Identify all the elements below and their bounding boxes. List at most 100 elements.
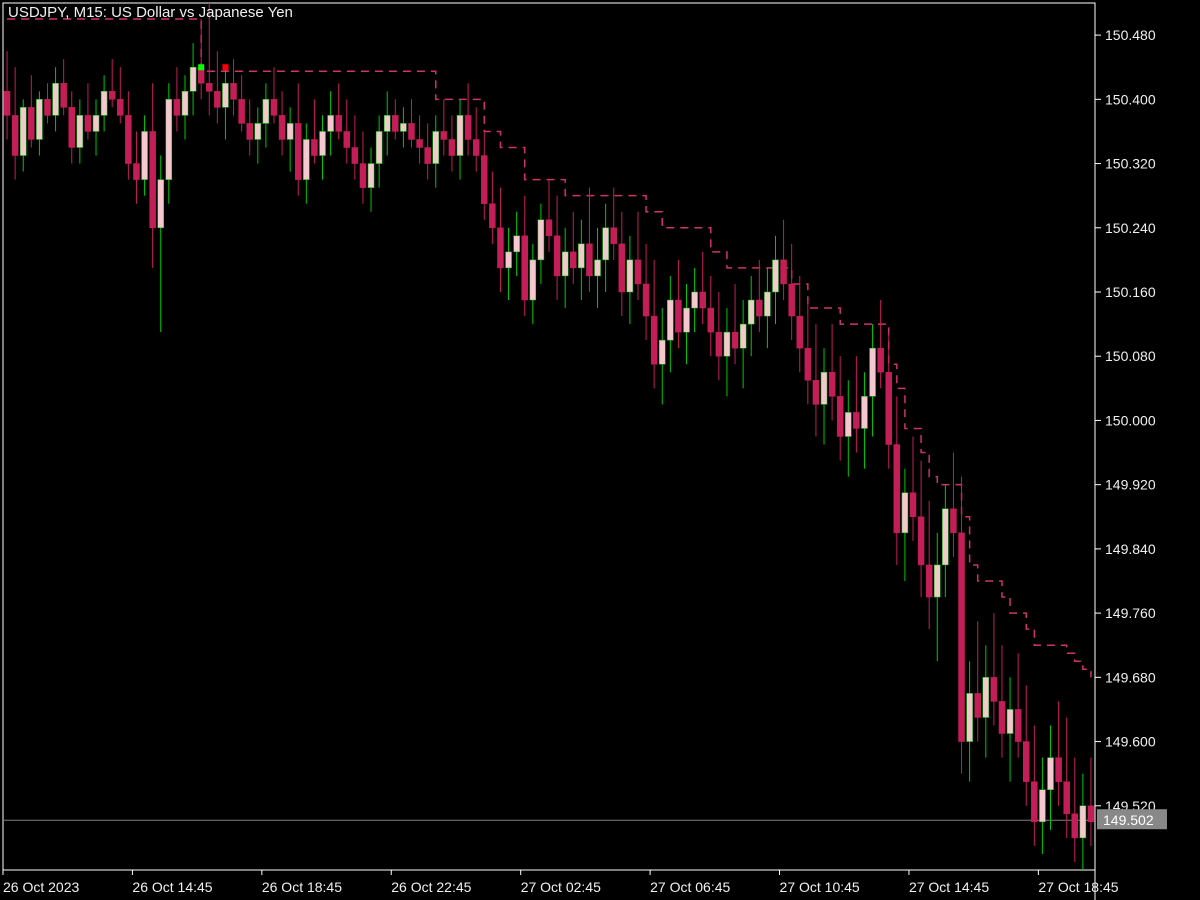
candle-body [1007,709,1013,733]
candle-body [813,380,819,404]
candle-body [344,131,350,147]
candle-body [93,115,99,131]
candle-body [861,396,867,428]
candle-body [1064,782,1070,814]
candle-body [303,139,309,179]
candle-body [1031,782,1037,822]
candle-body [214,91,220,107]
candle-body [166,99,172,179]
x-axis-label: 26 Oct 22:45 [391,879,471,895]
candle-body [562,252,568,276]
x-axis-label: 26 Oct 14:45 [132,879,212,895]
candle-body [708,308,714,332]
candle-body [651,316,657,364]
signal-marker [222,64,228,70]
candle-body [109,91,115,99]
candle-body [554,236,560,276]
candle-body [287,123,293,139]
candle-body [311,139,317,155]
y-axis-label: 150.400 [1105,91,1156,107]
candle-body [942,509,948,565]
candle-body [279,115,285,139]
candle-body [578,244,584,268]
y-axis-label: 149.920 [1105,477,1156,493]
candle-body [845,412,851,436]
candle-body [489,204,495,228]
candle-body [85,115,91,131]
candle-body [206,83,212,91]
candle-body [28,107,34,139]
candle-body [619,244,625,292]
candle-body [384,115,390,131]
candle-body [336,115,342,131]
candle-body [12,115,18,155]
candle-body [53,83,59,115]
candle-body [514,236,520,252]
candle-body [837,396,843,436]
candle-body [36,99,42,139]
candle-body [465,115,471,139]
candle-body [239,99,245,123]
candle-body [433,131,439,163]
candle-body [4,91,10,115]
candle-body [603,228,609,260]
candle-body [247,123,253,139]
candle-body [425,148,431,164]
y-axis-label: 149.680 [1105,669,1156,685]
candle-body [473,139,479,155]
candle-body [255,123,261,139]
x-axis-label: 26 Oct 18:45 [262,879,342,895]
candle-body [530,260,536,300]
y-axis-label: 150.080 [1105,348,1156,364]
candle-body [44,99,50,115]
candle-body [659,340,665,364]
candle-body [271,99,277,115]
candle-body [441,131,447,139]
candle-body [805,348,811,380]
candle-body [158,180,164,228]
candle-body [522,236,528,300]
candle-body [20,107,26,155]
candle-body [1015,709,1021,741]
x-axis-label: 26 Oct 2023 [3,879,79,895]
candle-body [101,91,107,115]
candle-body [716,332,722,356]
x-axis-label: 27 Oct 06:45 [650,879,730,895]
y-axis-label: 150.000 [1105,412,1156,428]
candle-body [328,115,334,131]
candle-body [1023,742,1029,782]
candle-body [950,509,956,533]
candle-body [635,260,641,284]
candle-body [748,300,754,324]
candle-body [368,164,374,188]
candle-body [886,372,892,444]
candle-body [692,292,698,308]
candle-body [781,260,787,284]
candle-body [352,148,358,164]
y-axis-label: 149.760 [1105,605,1156,621]
candle-body [611,228,617,244]
candle-body [675,300,681,332]
chart-svg[interactable]: 149.520149.600149.680149.760149.840149.9… [0,0,1200,900]
candle-body [457,115,463,155]
candle-body [546,220,552,236]
candle-body [586,244,592,276]
candle-body [910,493,916,517]
candle-body [117,99,123,115]
candle-body [174,99,180,115]
candle-body [506,252,512,268]
y-axis-label: 150.160 [1105,284,1156,300]
candle-body [732,332,738,348]
chart-container[interactable]: USDJPY, M15: US Dollar vs Japanese Yen 1… [0,0,1200,900]
candle-body [772,260,778,292]
candle-body [700,292,706,308]
candle-body [627,260,633,292]
y-axis-label: 149.840 [1105,541,1156,557]
candle-body [133,164,139,180]
candle-body [797,316,803,348]
candle-body [595,260,601,276]
candle-body [853,412,859,428]
candle-body [967,693,973,741]
candle-body [740,324,746,348]
candle-body [878,348,884,372]
